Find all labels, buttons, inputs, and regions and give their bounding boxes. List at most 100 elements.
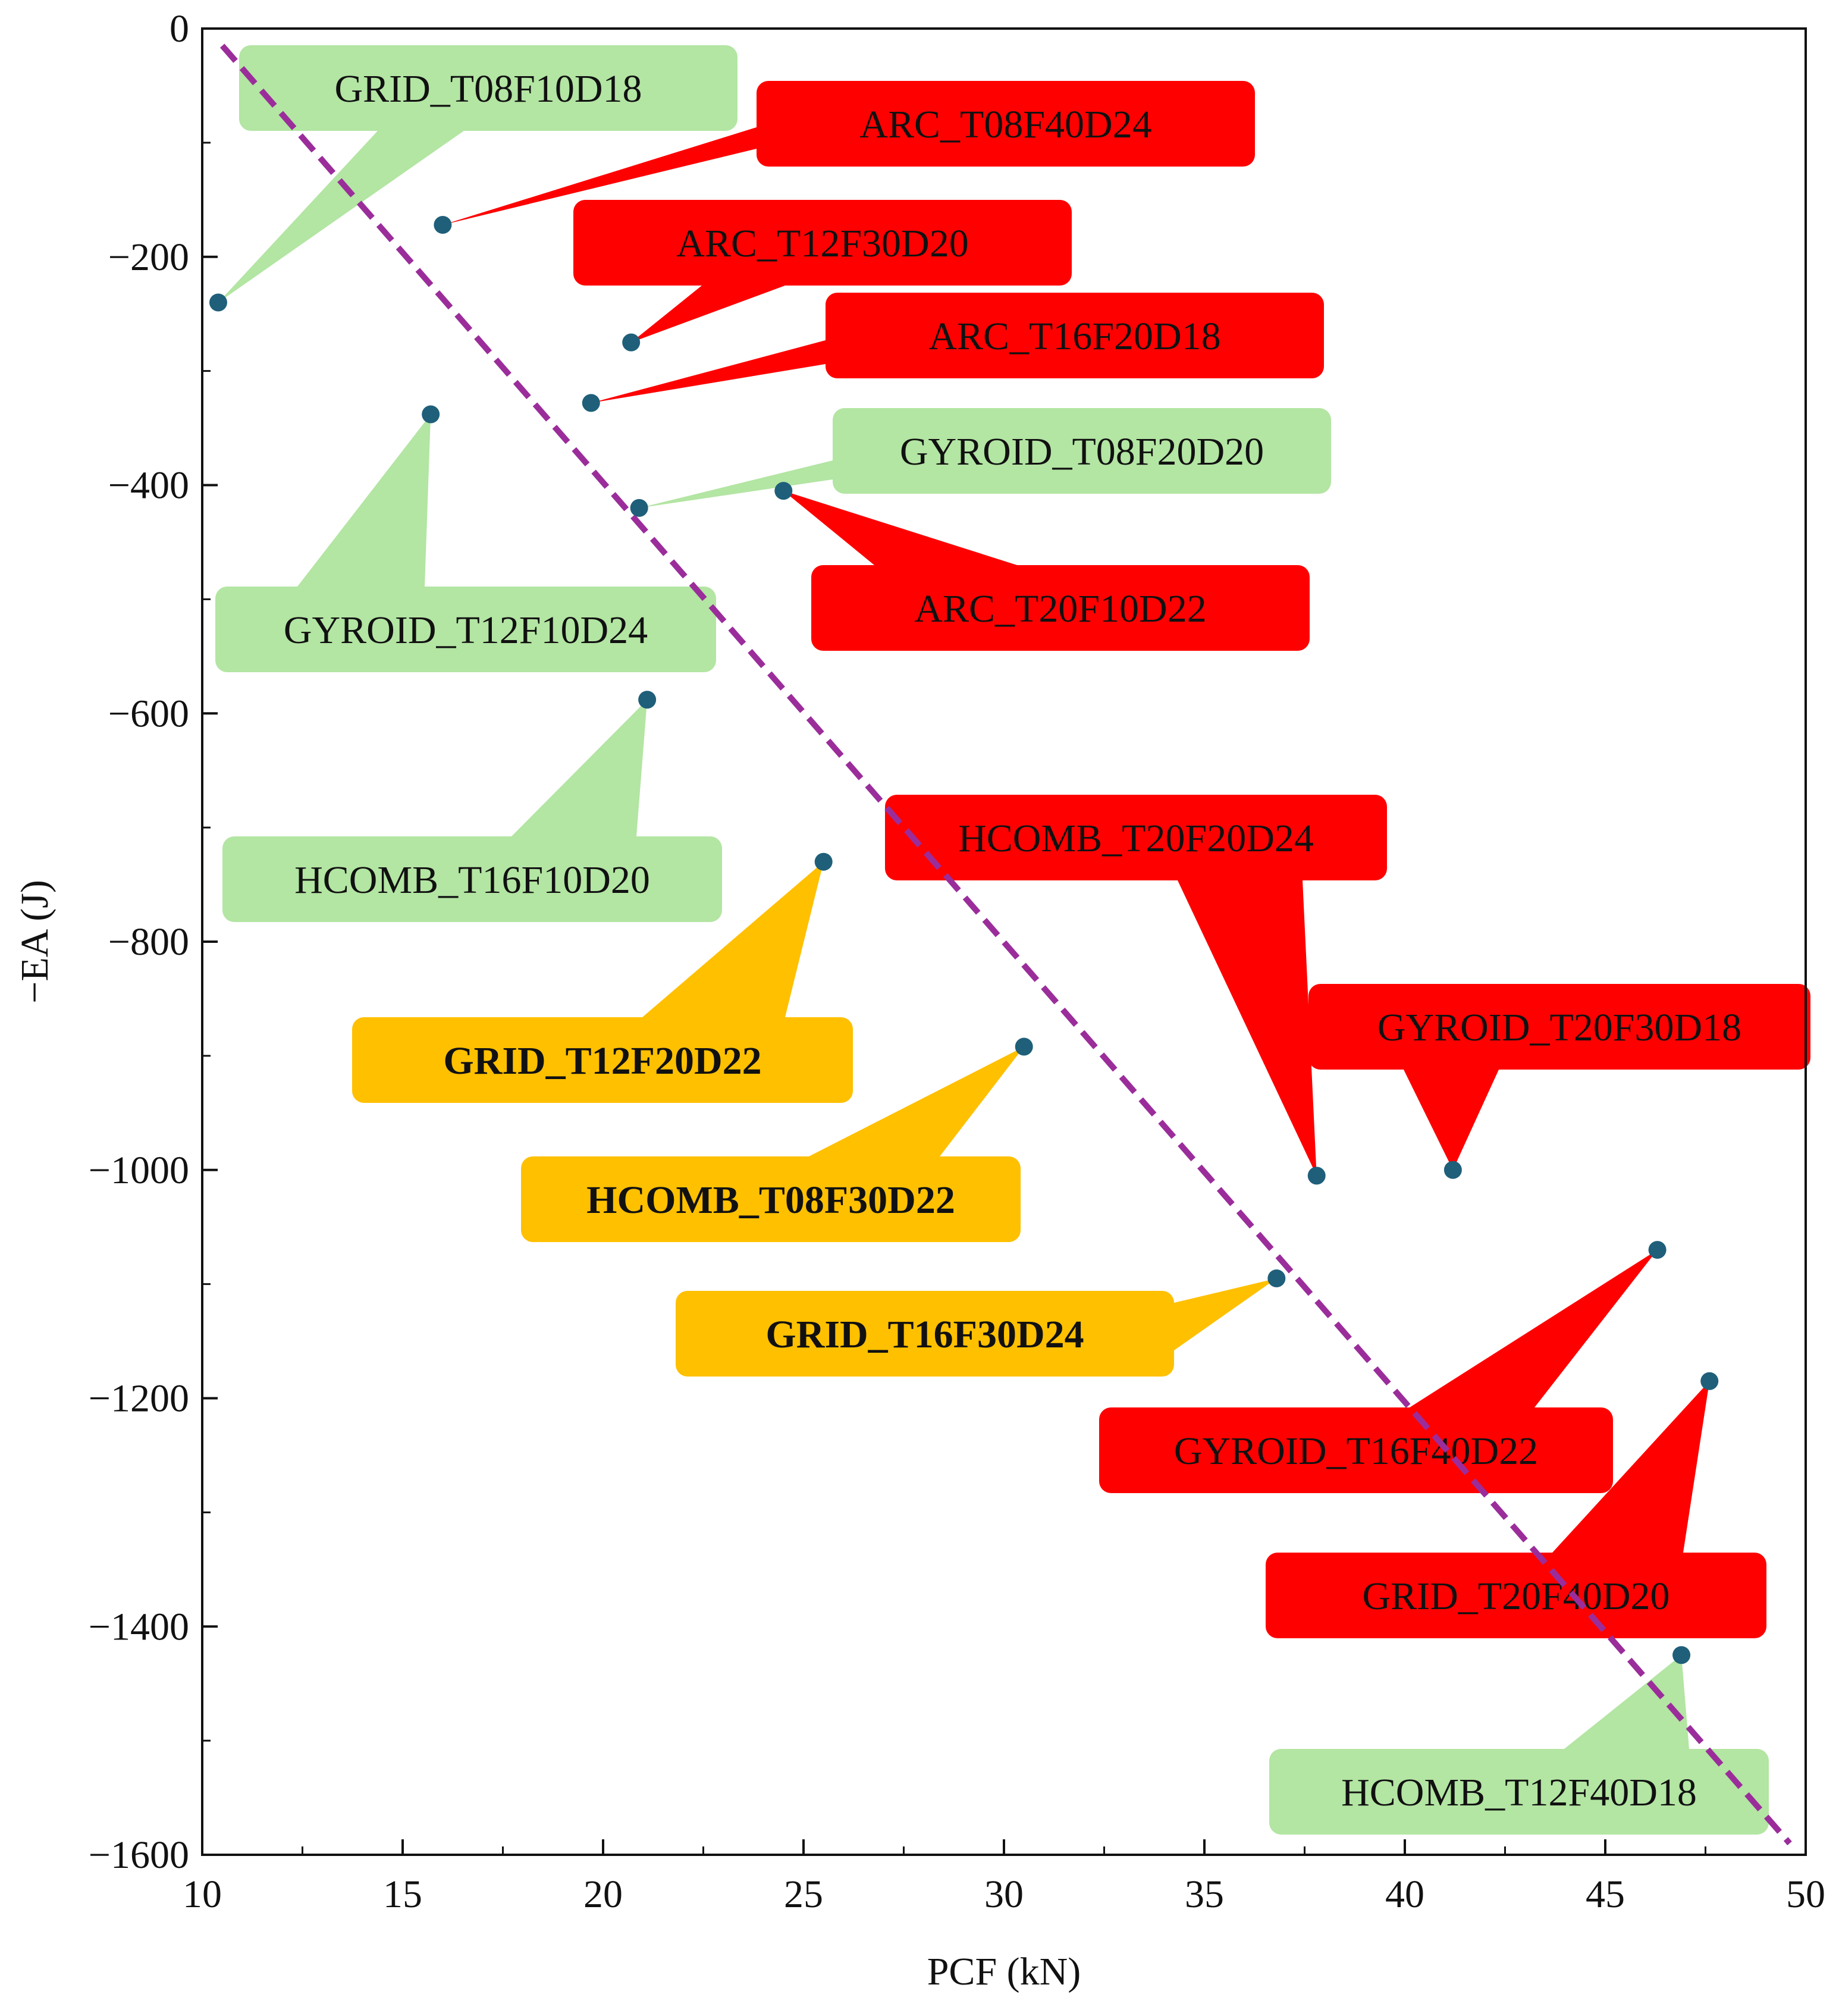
point-label: ARC_T12F30D20 <box>676 222 968 265</box>
point-label: GRID_T16F30D24 <box>765 1313 1084 1356</box>
callout-box <box>826 293 1324 378</box>
point-label: ARC_T08F40D24 <box>859 103 1151 146</box>
x-axis: 10 15 20 25 30 35 40 45 50 <box>183 1839 1825 1916</box>
callout-pointer <box>511 700 648 836</box>
callout-hcomb-t20f20d24: HCOMB_T20F20D24 <box>885 795 1387 1176</box>
callout-box <box>1269 1749 1769 1835</box>
callout-pointer <box>631 286 785 343</box>
callout-box <box>239 45 738 131</box>
callout-pointer <box>783 491 1017 565</box>
y-tick-label: −400 <box>108 464 189 507</box>
callout-hcomb-t08f30d22: HCOMB_T08F30D22 <box>521 1046 1024 1242</box>
callout-grid-t12f20d22: GRID_T12F20D22 <box>352 861 853 1103</box>
callout-pointer <box>639 460 833 508</box>
callout-box <box>757 81 1255 167</box>
data-point <box>638 691 657 709</box>
x-tick-label: 35 <box>1185 1873 1224 1916</box>
point-label: HCOMB_T16F10D20 <box>294 858 650 902</box>
y-tick-label: −1200 <box>89 1377 189 1421</box>
data-point <box>1672 1646 1691 1664</box>
callout-pointer <box>297 414 431 587</box>
data-point <box>1307 1167 1326 1185</box>
callout-hcomb-t12f40d18: HCOMB_T12F40D18 <box>1269 1655 1769 1835</box>
data-point <box>630 498 648 517</box>
point-label: ARC_T20F10D22 <box>914 587 1206 631</box>
data-point <box>1267 1269 1286 1288</box>
point-label: GRID_T12F20D22 <box>443 1039 761 1083</box>
callout-arc-t12f30d20: ARC_T12F30D20 <box>573 200 1072 343</box>
x-tick-label: 20 <box>583 1873 623 1916</box>
point-label: GYROID_T20F30D18 <box>1377 1006 1741 1049</box>
callout-grid-t20f40d20: GRID_T20F40D20 <box>1266 1381 1766 1638</box>
callout-box <box>573 200 1072 286</box>
point-label: GYROID_T08F20D20 <box>900 430 1264 474</box>
x-tick-label: 15 <box>383 1873 422 1916</box>
data-point <box>434 216 452 234</box>
callout-arc-t16f20d18: ARC_T16F20D18 <box>591 293 1324 403</box>
data-point <box>622 333 641 352</box>
point-label: HCOMB_T08F30D22 <box>586 1178 955 1222</box>
callout-pointer <box>1564 1655 1689 1749</box>
y-tick-label: −800 <box>108 920 189 964</box>
callout-hcomb-t16f10d20: HCOMB_T16F10D20 <box>222 700 722 922</box>
callout-arc-t08f40d24: ARC_T08F40D24 <box>443 81 1255 225</box>
data-point <box>1015 1037 1033 1056</box>
callout-pointer <box>809 1046 1024 1156</box>
trend-line <box>219 43 1792 1846</box>
callout-pointer <box>642 861 824 1017</box>
x-axis-title: PCF (kN) <box>927 1950 1081 1993</box>
y-tick-label: −1600 <box>89 1833 189 1877</box>
callout-box <box>352 1017 853 1103</box>
point-label: GYROID_T12F10D24 <box>284 609 648 652</box>
data-point <box>774 482 793 500</box>
y-axis-title: −EA (J) <box>13 880 57 1004</box>
callout-pointer <box>443 127 757 225</box>
y-tick-label: −1000 <box>89 1149 189 1192</box>
callout-box <box>811 565 1310 651</box>
x-tick-label: 45 <box>1586 1873 1625 1916</box>
x-tick-label: 25 <box>784 1873 823 1916</box>
point-label: GYROID_T16F40D22 <box>1174 1429 1538 1473</box>
callout-pointer <box>1174 1278 1277 1350</box>
y-tick-label: 0 <box>170 7 189 51</box>
data-point <box>1700 1372 1719 1390</box>
callout-pointer <box>1552 1381 1710 1553</box>
y-axis: 0 −200 −400 −600 −800 −1000 −1200 −1400 −1600 <box>89 7 218 1877</box>
data-points <box>209 216 1719 1664</box>
y-tick-label: −1400 <box>89 1605 189 1648</box>
y-tick-label: −600 <box>108 692 189 735</box>
data-point <box>422 405 440 424</box>
callout-pointer <box>1410 1250 1658 1407</box>
data-point <box>209 293 227 312</box>
callout-arc-t20f10d22: ARC_T20F10D22 <box>783 491 1310 651</box>
callout-pointer <box>218 89 524 303</box>
x-tick-label: 50 <box>1786 1873 1825 1916</box>
x-tick-label: 40 <box>1385 1873 1424 1916</box>
callout-gyroid-t12f10d24: GYROID_T12F10D24 <box>215 414 716 672</box>
point-label: HCOMB_T20F20D24 <box>958 817 1314 860</box>
callout-gyroid-t08f20d20: GYROID_T08F20D20 <box>639 408 1331 508</box>
callout-grid-t16f30d24: GRID_T16F30D24 <box>676 1278 1277 1377</box>
y-tick-label: −200 <box>108 236 189 279</box>
callout-gyroid-t20f30d18: GYROID_T20F30D18 <box>1308 984 1810 1170</box>
x-tick-label: 30 <box>984 1873 1024 1916</box>
point-label: ARC_T16F20D18 <box>928 315 1220 358</box>
data-point <box>1648 1241 1667 1259</box>
callout-box <box>885 795 1387 880</box>
callout-labels: GRID_T08F10D18 ARC_T08F40D24 ARC_T12F30D20… <box>215 45 1810 1835</box>
callout-box <box>521 1156 1021 1242</box>
callout-pointer <box>1404 1070 1499 1170</box>
callout-box <box>1099 1407 1613 1493</box>
x-tick-label: 10 <box>183 1873 222 1916</box>
data-point <box>814 852 833 871</box>
point-label: HCOMB_T12F40D18 <box>1341 1771 1697 1814</box>
callout-box <box>1308 984 1810 1070</box>
callout-box <box>222 836 722 922</box>
point-label: GRID_T08F10D18 <box>334 67 642 111</box>
callout-gyroid-t16f40d22: GYROID_T16F40D22 <box>1099 1250 1658 1493</box>
point-label: GRID_T20F40D20 <box>1362 1575 1669 1618</box>
data-point <box>582 394 600 412</box>
callout-pointer <box>591 340 826 403</box>
trendline-layer <box>219 43 1792 1846</box>
